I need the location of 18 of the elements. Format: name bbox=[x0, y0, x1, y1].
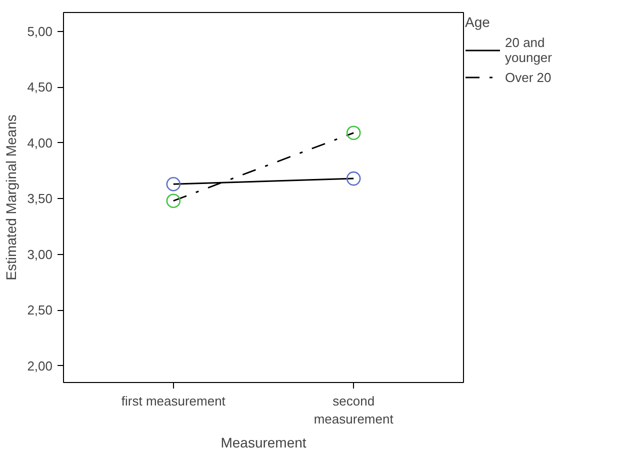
x-axis-title: Measurement bbox=[220, 434, 306, 450]
x-tick-label: second measurement bbox=[314, 394, 394, 426]
legend-label: 20 and younger bbox=[505, 35, 552, 65]
point bbox=[166, 176, 181, 192]
y-tick-label: 3,00 bbox=[27, 246, 53, 262]
x-tick-label: first measurement bbox=[121, 394, 226, 408]
y-tick-label: 4,00 bbox=[27, 135, 53, 150]
point bbox=[346, 126, 361, 140]
y-tick-label: 5,00 bbox=[27, 24, 53, 39]
point bbox=[346, 171, 361, 186]
point bbox=[166, 194, 181, 208]
y-tick-label: 2,00 bbox=[27, 358, 53, 374]
legend-title: Age bbox=[465, 14, 491, 30]
y-tick-label: 3,50 bbox=[27, 191, 53, 206]
legend-label: Over 20 bbox=[505, 70, 552, 84]
y-tick-label: 2,50 bbox=[27, 302, 53, 318]
y-tick-label: 4,50 bbox=[27, 80, 53, 95]
y-axis-title: Estimated Marginal Means bbox=[3, 114, 20, 280]
